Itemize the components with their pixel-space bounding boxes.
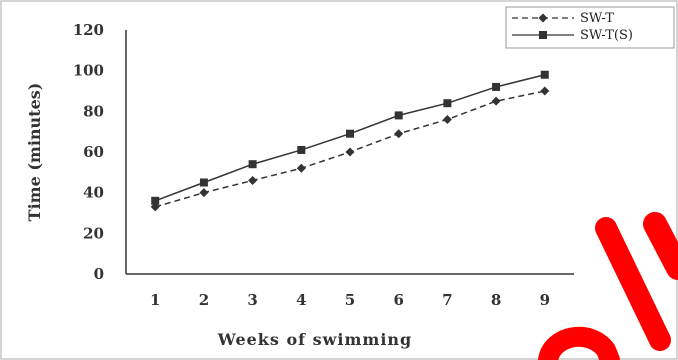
x-tick-label: 1 xyxy=(150,291,160,309)
x-tick-label: 7 xyxy=(442,291,452,309)
data-point-square xyxy=(492,82,501,91)
series-layer xyxy=(150,70,550,212)
series-2 xyxy=(151,70,549,205)
y-tick-label: 80 xyxy=(83,102,104,120)
y-tick-label: 60 xyxy=(83,143,104,161)
red-annotation-stroke xyxy=(643,212,678,280)
data-point-diamond xyxy=(199,188,209,198)
y-tick-label: 40 xyxy=(83,184,104,202)
data-point-square xyxy=(297,145,306,154)
data-point-square xyxy=(539,31,547,39)
legend-label: SW-T(S) xyxy=(580,28,633,43)
legend: SW-T SW-T(S) xyxy=(505,6,675,49)
data-point-square xyxy=(346,129,354,138)
legend-label: SW-T xyxy=(580,11,614,26)
y-tick-label: 20 xyxy=(83,224,104,242)
series-1 xyxy=(150,86,550,212)
legend-items: SW-T SW-T(S) xyxy=(512,11,633,43)
data-point-diamond xyxy=(538,13,548,23)
x-tick-labels: 1 2 3 4 5 6 7 8 9 xyxy=(150,291,550,309)
x-tick-label: 5 xyxy=(345,291,355,309)
data-point-square xyxy=(394,111,403,120)
legend-item: SW-T xyxy=(512,11,614,26)
data-point-square xyxy=(199,178,208,187)
data-point-square xyxy=(443,99,452,108)
x-tick-label: 8 xyxy=(491,291,501,309)
data-point-diamond xyxy=(296,163,306,173)
data-point-diamond xyxy=(540,86,550,96)
x-tick-label: 2 xyxy=(199,291,209,309)
x-tick-label: 3 xyxy=(247,291,257,309)
x-axis-title: Weeks of swimming xyxy=(217,330,412,349)
data-point-square xyxy=(151,196,160,205)
y-tick-label: 0 xyxy=(94,265,104,283)
x-tick-label: 9 xyxy=(540,291,550,309)
x-tick-label: 6 xyxy=(393,291,403,309)
y-tick-label: 100 xyxy=(73,62,104,80)
data-point-diamond xyxy=(345,147,355,157)
x-axis: 1 2 3 4 5 6 7 8 9 Weeks of swimming xyxy=(126,273,574,349)
data-point-diamond xyxy=(442,114,452,124)
data-point-diamond xyxy=(394,129,404,139)
y-axis-title: Time (minutes) xyxy=(25,83,44,222)
data-point-square xyxy=(540,70,549,79)
y-axis: 0 20 40 60 80 100 120 Time (minutes) xyxy=(25,21,127,283)
x-tick-label: 4 xyxy=(296,291,306,309)
y-tick-label: 120 xyxy=(73,21,104,39)
red-annotation-stroke xyxy=(538,326,620,360)
data-point-diamond xyxy=(491,96,501,106)
y-tick-labels: 0 20 40 60 80 100 120 xyxy=(73,21,104,283)
data-point-square xyxy=(248,160,257,169)
red-annotation xyxy=(538,212,678,360)
data-point-diamond xyxy=(248,175,258,185)
legend-box xyxy=(505,6,675,49)
legend-item: SW-T(S) xyxy=(512,28,633,43)
red-annotation-stroke xyxy=(595,217,671,351)
